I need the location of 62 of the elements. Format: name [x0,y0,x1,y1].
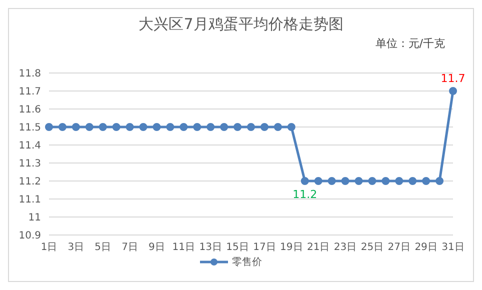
x-tick-label: 7日 [122,242,138,254]
point [166,123,174,131]
point [193,123,202,131]
point [287,123,296,131]
point [382,177,390,185]
point [260,123,268,131]
point [395,177,404,185]
x-tick-label: 19日 [280,242,303,254]
point [328,177,336,185]
point [422,177,430,185]
point [314,177,322,185]
point [139,123,148,131]
point [368,177,376,185]
x-tick-label: 29日 [414,242,438,254]
point [274,123,282,131]
x-tick-label: 21日 [306,242,330,254]
point [112,123,120,131]
x-tick-label: 3日 [68,242,84,254]
y-tick-label: 11.2 [18,176,41,188]
chart-subtitle: 单位：元/千克 [374,36,445,51]
x-tick-label: 15日 [226,242,249,254]
point [300,177,309,185]
y-tick-label: 11.5 [18,122,41,134]
point [58,123,66,131]
point [436,177,444,185]
legend-label: 零售价 [231,256,262,269]
point [449,87,457,95]
y-tick-label: 11.3 [18,158,41,170]
point [220,123,228,131]
y-tick-label: 11 [28,212,41,224]
x-tick-label: 5日 [94,242,112,254]
y-tick-label: 11.1 [18,194,41,206]
y-tick-label: 10.9 [18,230,41,242]
point [341,177,350,185]
chart-title: 大兴区7月鸡蛋平均价格走势图 [138,15,344,34]
x-tick-label: 31日 [442,242,464,254]
x-tick-label: 23日 [334,242,357,254]
point [247,123,255,131]
y-tick-label: 11.7 [18,86,41,98]
x-tick-label: 9日 [148,242,165,254]
y-tick-label: 11.8 [18,68,41,80]
data-label: 11.7 [440,72,466,85]
x-tick-label: 25日 [360,242,384,254]
x-tick-label: 13日 [199,242,222,254]
point [45,123,53,131]
point [126,123,134,131]
x-tick-label: 27日 [388,242,410,254]
y-tick-label: 11.4 [18,140,41,152]
point [152,123,161,131]
point [98,123,107,131]
point [408,177,417,185]
point [354,177,363,185]
x-tick-label: 11日 [172,242,196,254]
x-tick-label: 17日 [253,242,276,254]
y-tick-label: 11.6 [18,104,41,116]
point [234,123,242,131]
point [72,123,80,131]
point [85,123,94,131]
data-label: 11.2 [292,188,318,201]
point [206,123,215,131]
x-tick-label: 1日 [40,242,58,254]
point [180,123,188,131]
